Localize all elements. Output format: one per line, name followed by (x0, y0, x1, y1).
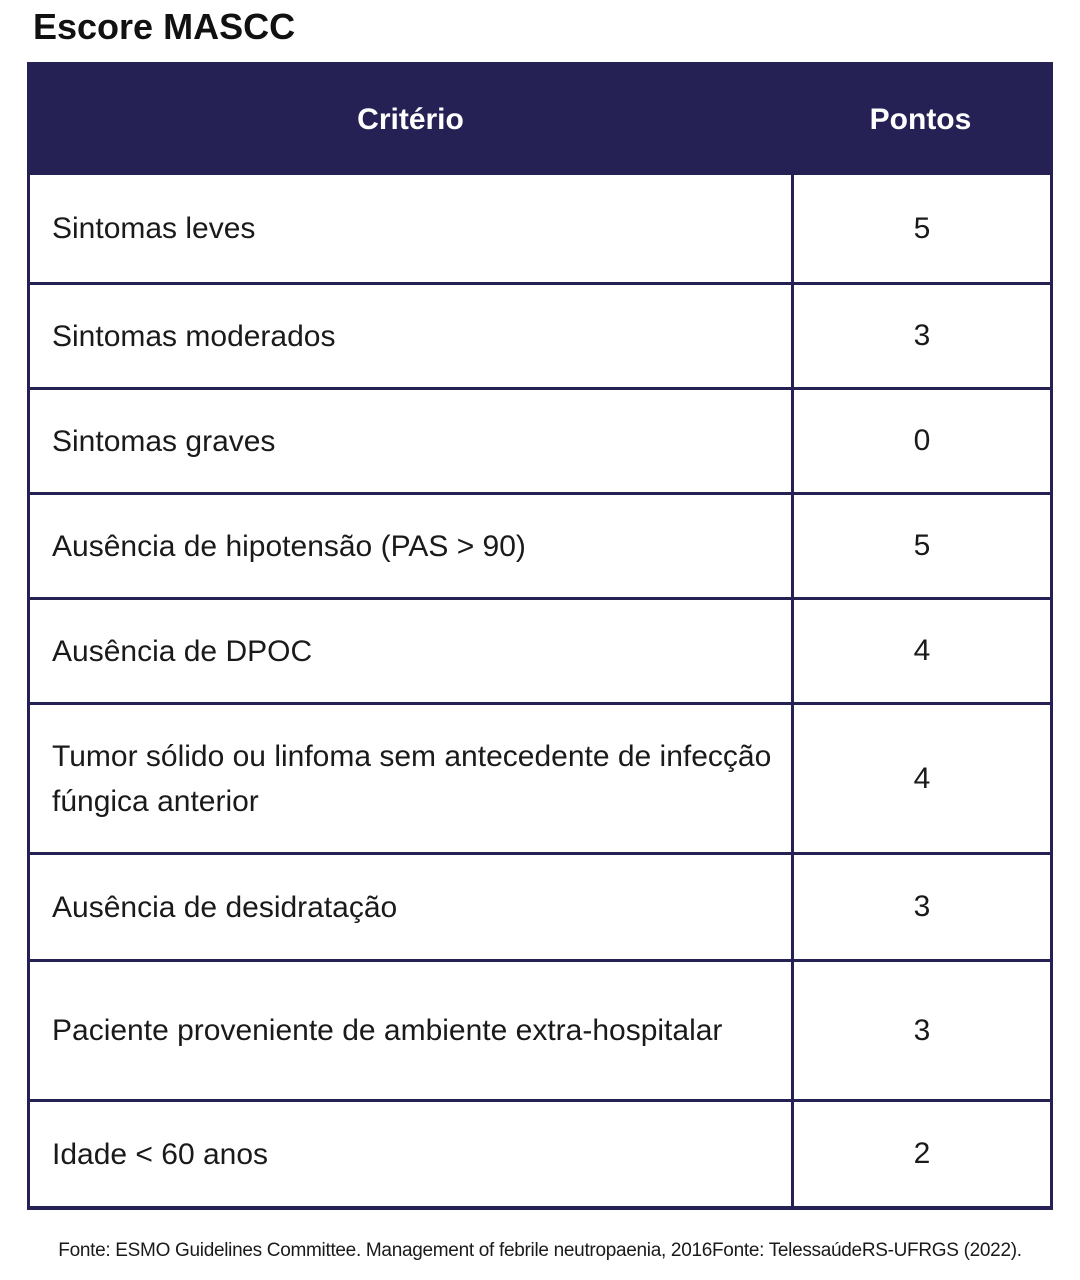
criterio-cell: Paciente proveniente de ambiente extra-h… (52, 1014, 723, 1047)
table-row: Tumor sólido ou linfoma sem antecedente … (30, 702, 1050, 852)
column-header-pontos: Pontos (869, 103, 972, 136)
pontos-cell: 5 (791, 495, 1050, 597)
table-row: Ausência de DPOC 4 (30, 597, 1050, 702)
pontos-cell: 3 (791, 855, 1050, 959)
table-row: Paciente proveniente de ambiente extra-h… (30, 959, 1050, 1099)
table-row: Ausência de hipotensão (PAS > 90) 5 (30, 492, 1050, 597)
table-row: Ausência de desidratação 3 (30, 852, 1050, 959)
table-row: Idade < 60 anos 2 (30, 1099, 1050, 1206)
table-row: Sintomas leves 5 (30, 175, 1050, 282)
source-citation: Fonte: ESMO Guidelines Committee. Manage… (58, 1240, 1022, 1261)
criterio-cell: Sintomas graves (52, 424, 276, 458)
pontos-cell: 2 (791, 1102, 1050, 1206)
criterio-cell: Ausência de desidratação (52, 890, 398, 924)
table-header-row: Critério Pontos (30, 65, 1050, 175)
pontos-cell: 3 (791, 962, 1050, 1099)
criterio-cell: Ausência de hipotensão (PAS > 90) (52, 529, 526, 563)
criterio-cell: Sintomas moderados (52, 319, 336, 353)
table-row: Sintomas moderados 3 (30, 282, 1050, 387)
criterio-cell: Sintomas leves (52, 212, 256, 245)
pontos-cell: 3 (791, 285, 1050, 387)
criterio-cell: Ausência de DPOC (52, 634, 313, 668)
pontos-cell: 0 (791, 390, 1050, 492)
criterio-cell: Idade < 60 anos (52, 1137, 269, 1171)
pontos-cell: 4 (791, 600, 1050, 702)
criterio-cell: Tumor sólido ou linfoma sem antecedente … (52, 739, 772, 818)
column-header-criterio: Critério (357, 103, 464, 136)
page-title: Escore MASCC (33, 6, 296, 47)
pontos-cell: 4 (791, 705, 1050, 852)
table-row: Sintomas graves 0 (30, 387, 1050, 492)
mascc-score-table: Critério Pontos Sintomas leves 5 Sintoma… (27, 62, 1053, 1210)
pontos-cell: 5 (791, 175, 1050, 282)
